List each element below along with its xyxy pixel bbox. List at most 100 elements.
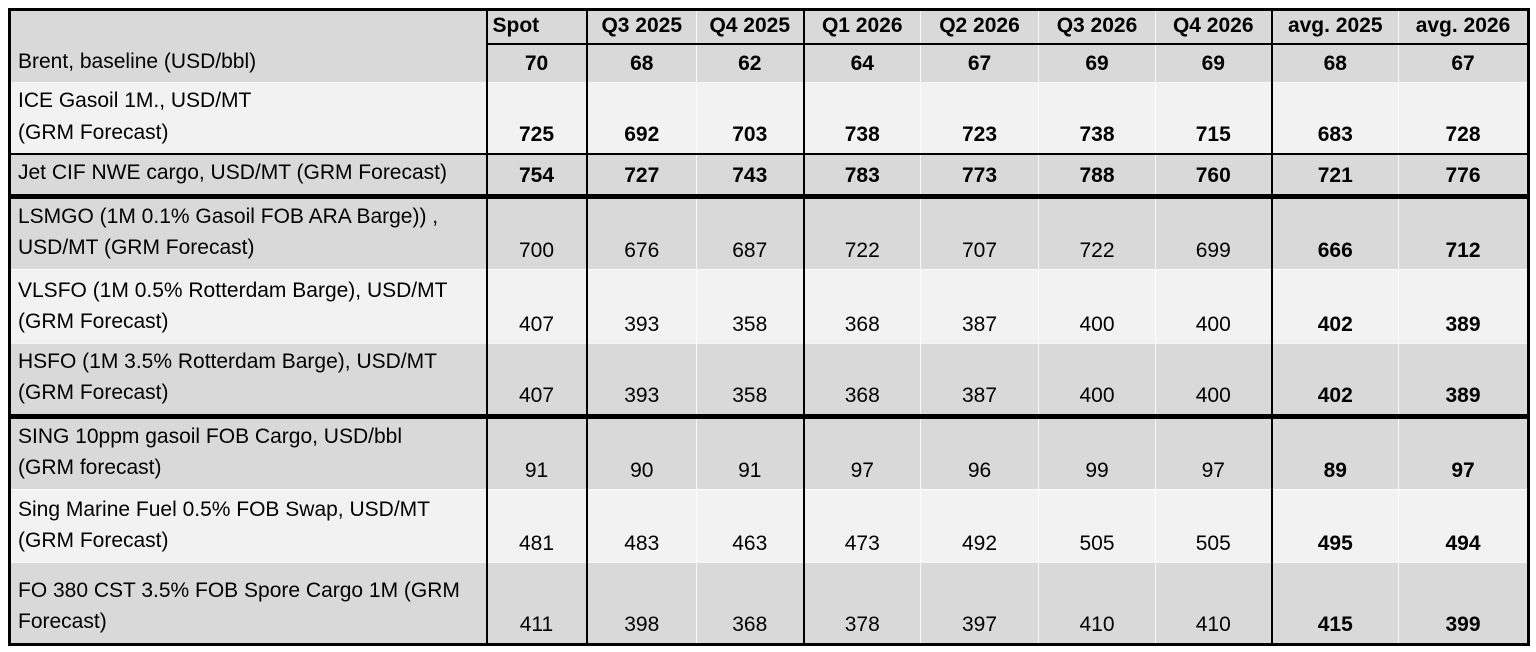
cell: 62 <box>696 43 804 83</box>
cell: 407 <box>485 268 587 343</box>
cell: 96 <box>920 416 1039 489</box>
cell: 358 <box>696 342 804 419</box>
cell: 725 <box>485 82 587 155</box>
cell: 743 <box>696 154 804 199</box>
corner-cell <box>9 9 487 44</box>
column-header-q4-2025: Q4 2025 <box>696 9 804 45</box>
cell: 368 <box>802 268 921 343</box>
cell: 89 <box>1270 416 1399 489</box>
row-label: Sing Marine Fuel 0.5% FOB Swap, USD/MT (… <box>9 488 487 562</box>
cell: 692 <box>585 82 697 155</box>
cell: 410 <box>1038 561 1156 644</box>
cell: 97 <box>1155 416 1272 489</box>
cell: 368 <box>696 561 804 644</box>
cell: 505 <box>1038 488 1156 562</box>
cell: 776 <box>1398 154 1529 199</box>
table-row-vlsfo: VLSFO (1M 0.5% Rotterdam Barge), USD/MT … <box>9 268 1529 343</box>
cell: 738 <box>802 82 921 155</box>
cell: 703 <box>696 82 804 155</box>
cell: 68 <box>585 43 697 83</box>
cell: 687 <box>696 196 804 269</box>
cell: 389 <box>1398 342 1529 419</box>
cell: 707 <box>920 196 1039 269</box>
cell: 723 <box>920 82 1039 155</box>
cell: 415 <box>1270 561 1399 644</box>
table-row-ice-gasoil: ICE Gasoil 1M., USD/MT (GRM Forecast) 72… <box>9 82 1529 155</box>
cell: 67 <box>920 43 1039 83</box>
price-forecast-table: Spot Q3 2025 Q4 2025 Q1 2026 Q2 2026 Q3 … <box>8 8 1530 646</box>
cell: 91 <box>696 416 804 489</box>
cell: 463 <box>696 488 804 562</box>
cell: 91 <box>485 416 587 489</box>
cell: 760 <box>1155 154 1272 199</box>
table-row-brent: Brent, baseline (USD/bbl) 70 68 62 64 67… <box>9 43 1529 83</box>
row-label: Jet CIF NWE cargo, USD/MT (GRM Forecast) <box>9 154 487 199</box>
cell: 715 <box>1155 82 1272 155</box>
cell: 783 <box>802 154 921 199</box>
cell: 407 <box>485 342 587 419</box>
table-row-jet-cif-nwe: Jet CIF NWE cargo, USD/MT (GRM Forecast)… <box>9 154 1529 199</box>
row-label: SING 10ppm gasoil FOB Cargo, USD/bbl (GR… <box>9 416 487 489</box>
cell: 402 <box>1270 268 1399 343</box>
cell: 64 <box>802 43 921 83</box>
row-label: ICE Gasoil 1M., USD/MT (GRM Forecast) <box>9 82 487 155</box>
cell: 99 <box>1038 416 1156 489</box>
cell: 387 <box>920 342 1039 419</box>
cell: 754 <box>485 154 587 199</box>
cell: 727 <box>585 154 697 199</box>
column-header-avg-2026: avg. 2026 <box>1398 9 1529 45</box>
row-label: Brent, baseline (USD/bbl) <box>9 43 487 83</box>
column-header-q3-2026: Q3 2026 <box>1038 9 1156 45</box>
cell: 97 <box>1398 416 1529 489</box>
cell: 402 <box>1270 342 1399 419</box>
cell: 393 <box>585 268 697 343</box>
cell: 399 <box>1398 561 1529 644</box>
table-row-sing-marine-fuel: Sing Marine Fuel 0.5% FOB Swap, USD/MT (… <box>9 488 1529 562</box>
column-header-avg-2025: avg. 2025 <box>1270 9 1399 45</box>
cell: 773 <box>920 154 1039 199</box>
cell: 69 <box>1038 43 1156 83</box>
row-label: HSFO (1M 3.5% Rotterdam Barge), USD/MT (… <box>9 342 487 419</box>
row-label: FO 380 CST 3.5% FOB Spore Cargo 1M (GRM … <box>9 561 487 644</box>
cell: 721 <box>1270 154 1399 199</box>
cell: 494 <box>1398 488 1529 562</box>
cell: 788 <box>1038 154 1156 199</box>
cell: 410 <box>1155 561 1272 644</box>
cell: 358 <box>696 268 804 343</box>
table-row-sing-gasoil: SING 10ppm gasoil FOB Cargo, USD/bbl (GR… <box>9 416 1529 489</box>
column-header-q4-2026: Q4 2026 <box>1155 9 1272 45</box>
cell: 400 <box>1155 268 1272 343</box>
cell: 483 <box>585 488 697 562</box>
cell: 67 <box>1398 43 1529 83</box>
cell: 712 <box>1398 196 1529 269</box>
cell: 368 <box>802 342 921 419</box>
table-row-hsfo: HSFO (1M 3.5% Rotterdam Barge), USD/MT (… <box>9 342 1529 419</box>
cell: 481 <box>485 488 587 562</box>
cell: 69 <box>1155 43 1272 83</box>
cell: 728 <box>1398 82 1529 155</box>
cell: 97 <box>802 416 921 489</box>
row-label: VLSFO (1M 0.5% Rotterdam Barge), USD/MT … <box>9 268 487 343</box>
column-header-spot: Spot <box>485 9 587 45</box>
cell: 378 <box>802 561 921 644</box>
cell: 699 <box>1155 196 1272 269</box>
cell: 400 <box>1038 342 1156 419</box>
cell: 397 <box>920 561 1039 644</box>
table-row-fo-380: FO 380 CST 3.5% FOB Spore Cargo 1M (GRM … <box>9 561 1529 644</box>
cell: 495 <box>1270 488 1399 562</box>
cell: 400 <box>1155 342 1272 419</box>
cell: 387 <box>920 268 1039 343</box>
cell: 90 <box>585 416 697 489</box>
column-header-q3-2025: Q3 2025 <box>585 9 697 45</box>
cell: 722 <box>802 196 921 269</box>
cell: 68 <box>1270 43 1399 83</box>
cell: 683 <box>1270 82 1399 155</box>
cell: 738 <box>1038 82 1156 155</box>
cell: 700 <box>485 196 587 269</box>
cell: 400 <box>1038 268 1156 343</box>
cell: 398 <box>585 561 697 644</box>
header-row: Spot Q3 2025 Q4 2025 Q1 2026 Q2 2026 Q3 … <box>9 9 1529 45</box>
cell: 492 <box>920 488 1039 562</box>
cell: 722 <box>1038 196 1156 269</box>
